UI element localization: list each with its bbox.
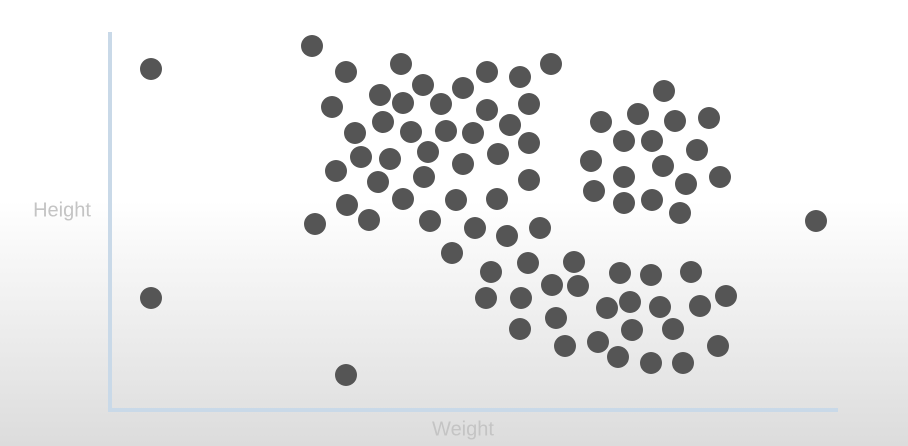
point [400,121,422,143]
point [510,287,532,309]
point [390,53,412,75]
point [344,122,366,144]
point [567,275,589,297]
point [686,139,708,161]
point [140,287,162,309]
point [413,166,435,188]
point [580,150,602,172]
point [805,210,827,232]
point [441,242,463,264]
point [325,160,347,182]
point [529,217,551,239]
point [609,262,631,284]
point [563,251,585,273]
point [662,318,684,340]
point [554,335,576,357]
point [640,352,662,374]
point [583,180,605,202]
point [689,295,711,317]
point [613,130,635,152]
point [518,93,540,115]
point [499,114,521,136]
point [140,58,162,80]
point [419,210,441,232]
point [335,61,357,83]
point [462,122,484,144]
point [435,120,457,142]
point [475,287,497,309]
point [541,274,563,296]
point [641,189,663,211]
point [715,285,737,307]
point [321,96,343,118]
point [412,74,434,96]
point [652,155,674,177]
point [487,143,509,165]
point [452,77,474,99]
point [641,130,663,152]
point [445,189,467,211]
point [509,318,531,340]
point [649,296,671,318]
point [476,61,498,83]
point [417,141,439,163]
point [350,146,372,168]
point [496,225,518,247]
point [336,194,358,216]
point [613,192,635,214]
point [518,169,540,191]
point [335,364,357,386]
point [653,80,675,102]
point [545,307,567,329]
point [509,66,531,88]
point [709,166,731,188]
point [379,148,401,170]
point [304,213,326,235]
point [367,171,389,193]
point [627,103,649,125]
point [672,352,694,374]
point [464,217,486,239]
point [607,346,629,368]
point [476,99,498,121]
point [621,319,643,341]
point [430,93,452,115]
point [587,331,609,353]
point [590,111,612,133]
point [596,297,618,319]
point [664,110,686,132]
point [392,188,414,210]
point [452,153,474,175]
x-axis-label: Weight [432,418,494,440]
point [518,132,540,154]
point [619,291,641,313]
point [358,209,380,231]
point [680,261,702,283]
point [369,84,391,106]
point [540,53,562,75]
point [392,92,414,114]
point [486,188,508,210]
point [669,202,691,224]
point [480,261,502,283]
point [698,107,720,129]
point [675,173,697,195]
point [517,252,539,274]
y-axis-label: Height [33,199,91,221]
point [707,335,729,357]
point [640,264,662,286]
point [613,166,635,188]
point [301,35,323,57]
point [372,111,394,133]
